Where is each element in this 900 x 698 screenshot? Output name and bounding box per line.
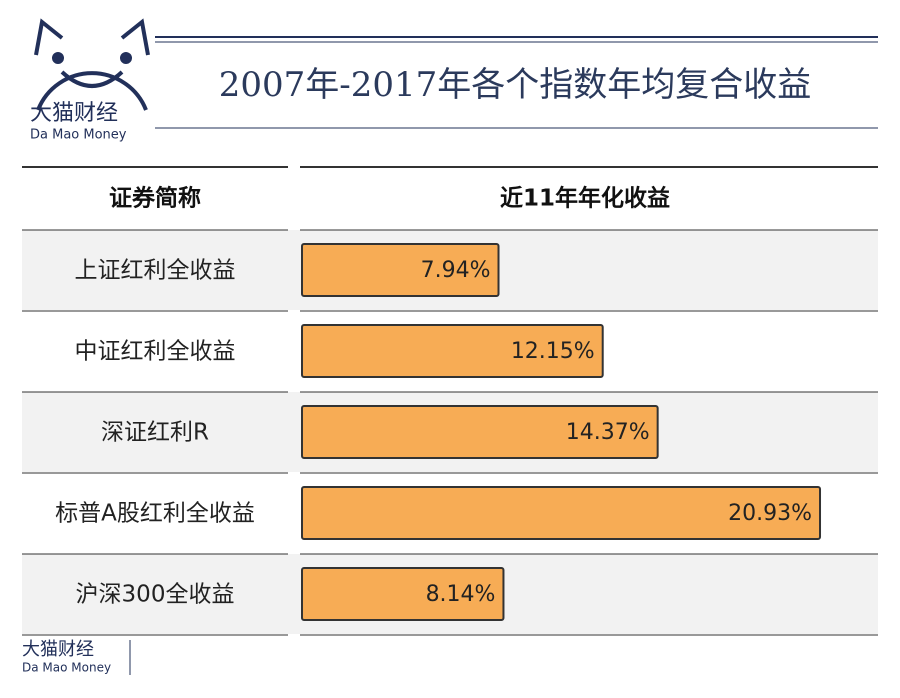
- logo-ear: [120, 18, 150, 56]
- column-header: 证券简称: [109, 185, 201, 212]
- logo-eye: [52, 52, 64, 64]
- value-label: 14.37%: [566, 420, 650, 445]
- column-header: 近11年年化收益: [500, 185, 670, 212]
- footer-name: 大猫财经: [22, 639, 94, 660]
- category-label: 标普A股红利全收益: [55, 501, 255, 527]
- value-label: 12.15%: [511, 339, 595, 364]
- logo-name: 大猫财经: [30, 101, 118, 126]
- logo-arc: [36, 71, 148, 111]
- bar: [301, 324, 604, 378]
- bar: [301, 243, 500, 297]
- chart-title: 2007年-2017年各个指数年均复合收益: [219, 65, 812, 105]
- bar: [301, 405, 659, 459]
- bar: [301, 567, 505, 621]
- category-label: 中证红利全收益: [75, 339, 236, 365]
- value-label: 20.93%: [728, 501, 812, 526]
- bar: [301, 486, 822, 540]
- value-label: 8.14%: [426, 582, 496, 607]
- category-label: 上证红利全收益: [75, 258, 236, 284]
- logo-subtitle: Da Mao Money: [30, 128, 127, 143]
- footer-subtitle: Da Mao Money: [22, 661, 111, 675]
- logo-smile: [60, 70, 124, 88]
- category-label: 沪深300全收益: [76, 582, 235, 608]
- logo-eye: [120, 52, 132, 64]
- category-label: 深证红利R: [101, 420, 209, 446]
- value-label: 7.94%: [421, 258, 491, 283]
- logo-ear: [34, 18, 64, 56]
- logo: [34, 18, 150, 111]
